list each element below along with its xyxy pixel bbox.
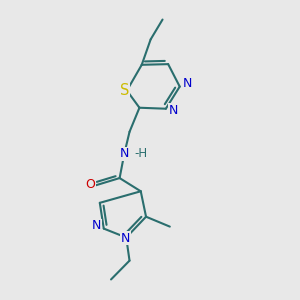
Text: -H: -H (135, 147, 148, 160)
Text: N: N (92, 220, 101, 232)
Text: O: O (85, 178, 95, 191)
Text: N: N (168, 104, 178, 117)
Text: N: N (182, 77, 192, 91)
Text: N: N (121, 232, 130, 245)
Text: S: S (120, 83, 129, 98)
Text: N: N (120, 148, 129, 160)
